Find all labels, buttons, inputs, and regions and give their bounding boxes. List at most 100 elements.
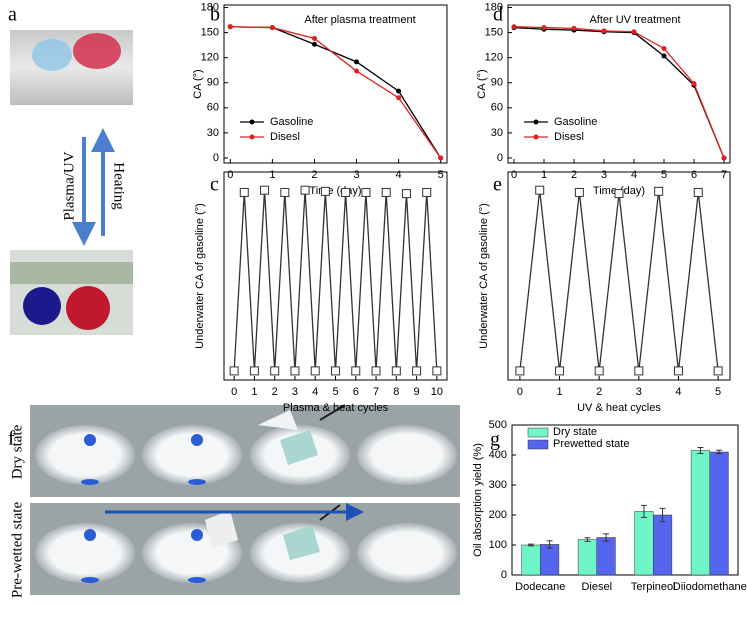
marker	[270, 366, 280, 376]
y-tick-label: 0	[213, 152, 219, 164]
error-bar	[584, 537, 591, 542]
panel-label: b	[210, 4, 220, 26]
marker	[661, 45, 667, 51]
marker	[331, 366, 340, 376]
x-tick-label: 4	[675, 386, 681, 398]
x-tick-label: 10	[431, 386, 443, 398]
y-tick-label: 0	[501, 569, 507, 581]
error-bar	[546, 540, 553, 549]
arrow-label: Plasma/UV	[61, 151, 77, 220]
y-axis-label: Oil absorption yield (%)	[472, 443, 484, 557]
y-tick-label: 400	[489, 449, 507, 461]
plot-frame	[223, 4, 448, 164]
marker	[341, 187, 351, 197]
error-bar	[527, 543, 534, 547]
error-bar	[640, 504, 647, 518]
marker	[269, 25, 275, 31]
annotation: After plasma treatment	[304, 14, 415, 26]
marker	[361, 187, 371, 197]
y-axis-label: Underwater CA of gasoline (°)	[478, 203, 490, 349]
marker	[227, 24, 233, 30]
x-tick-label: 7	[721, 169, 727, 181]
panel-label: e	[493, 174, 502, 196]
x-tick-label: 9	[414, 386, 420, 398]
bar	[577, 539, 597, 576]
marker	[713, 366, 723, 376]
line	[233, 190, 438, 371]
marker	[601, 28, 607, 34]
marker	[661, 53, 667, 59]
y-tick-label: 300	[489, 479, 507, 491]
x-tick-label: 0	[511, 169, 517, 181]
x-axis-label: Time (day)	[309, 185, 361, 197]
marker	[311, 41, 317, 47]
y-axis-label: CA (°)	[192, 69, 204, 98]
marker	[438, 155, 444, 161]
y-tick-label: 60	[491, 102, 503, 114]
x-tick-label: 4	[631, 169, 637, 181]
y-tick-label: 150	[201, 26, 219, 38]
legend-label: Prewetted state	[553, 438, 629, 450]
marker	[541, 25, 547, 31]
legend-marker	[533, 119, 539, 125]
x-tick-label: 0	[517, 386, 523, 398]
marker	[614, 189, 624, 199]
legend-swatch	[527, 439, 549, 450]
plot-frame	[507, 171, 731, 381]
y-tick-label: 120	[201, 52, 219, 64]
marker	[515, 366, 525, 376]
marker	[634, 366, 644, 376]
marker	[654, 186, 664, 196]
legend-label: Disesl	[270, 131, 300, 143]
y-tick-label: 90	[207, 77, 219, 89]
error-bar	[603, 533, 610, 542]
x-tick-label: 1	[269, 169, 275, 181]
x-tick-label: 0	[231, 386, 237, 398]
x-tick-label: 2	[571, 169, 577, 181]
legend-swatch	[527, 427, 549, 438]
x-tick-label: 2	[596, 386, 602, 398]
marker	[693, 187, 703, 197]
x-tick-label: 6	[691, 169, 697, 181]
x-tick-label: 2	[311, 169, 317, 181]
row-label: Pre-wetted state	[9, 502, 25, 599]
marker	[673, 366, 683, 376]
marker	[249, 366, 259, 376]
x-tick-label: 5	[438, 169, 444, 181]
x-tick-label: Dodecane	[515, 581, 565, 593]
bar	[521, 544, 541, 576]
bar	[709, 451, 729, 576]
marker	[354, 68, 360, 74]
plot-frame	[507, 4, 731, 164]
line	[513, 26, 725, 159]
row-label: Dry state	[9, 424, 25, 479]
bar	[540, 544, 560, 576]
marker	[432, 366, 442, 376]
panel-label: g	[490, 429, 500, 451]
x-tick-label: 1	[541, 169, 547, 181]
y-tick-label: 200	[489, 509, 507, 521]
marker	[320, 186, 330, 196]
line	[230, 26, 442, 159]
x-tick-label: 6	[353, 386, 359, 398]
plot-frame	[223, 171, 448, 381]
photo-f	[30, 404, 460, 595]
bar	[690, 450, 710, 576]
annotation: After UV treatment	[589, 14, 680, 26]
marker	[310, 366, 320, 376]
x-tick-label: 4	[312, 386, 318, 398]
y-tick-label: 60	[207, 102, 219, 114]
marker	[535, 185, 545, 195]
y-tick-label: 100	[489, 539, 507, 551]
x-tick-label: Terpineol	[631, 581, 676, 593]
x-tick-label: Diiodomethane	[673, 581, 747, 593]
bar	[634, 511, 654, 576]
panel-label: a	[8, 4, 17, 26]
panel-label: d	[493, 4, 503, 26]
y-axis-label: Underwater CA of gasoline (°)	[194, 203, 206, 349]
line	[230, 26, 442, 159]
marker	[401, 189, 411, 199]
marker	[300, 185, 310, 195]
marker	[511, 24, 517, 30]
